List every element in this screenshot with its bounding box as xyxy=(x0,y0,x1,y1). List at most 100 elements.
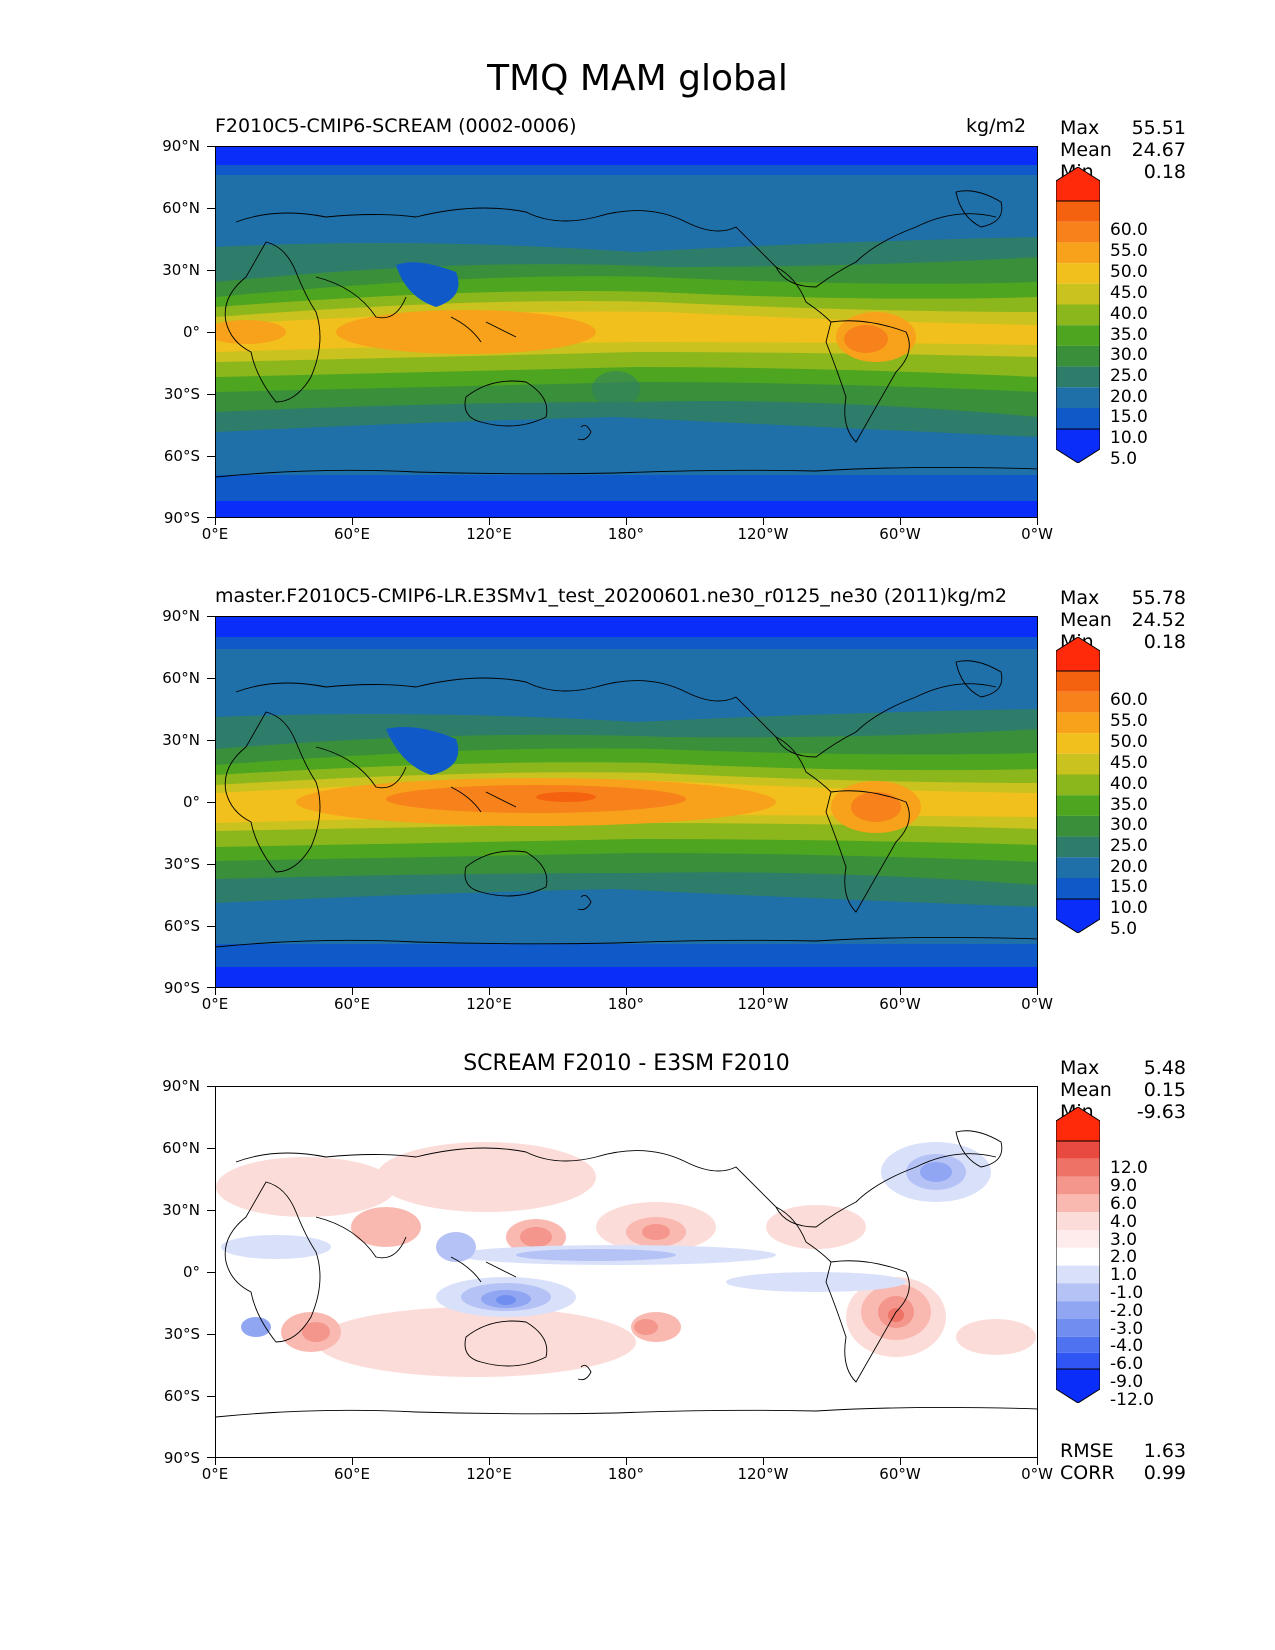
y-tick xyxy=(207,1148,215,1150)
stat-min: 0.18 xyxy=(1143,631,1186,653)
y-tick xyxy=(207,1210,215,1212)
x-tick xyxy=(626,518,628,525)
x-tick xyxy=(626,988,628,995)
colorbar-label: 12.0 xyxy=(1110,1158,1148,1178)
y-tick xyxy=(207,864,215,866)
y-tick xyxy=(207,1457,215,1459)
x-tick xyxy=(215,518,217,525)
colorbar-label: 55.0 xyxy=(1110,241,1148,261)
colorbar-label: 9.0 xyxy=(1110,1176,1138,1196)
x-tick-label: 60°W xyxy=(879,1465,921,1483)
units-label: kg/m2 xyxy=(966,115,1027,137)
y-tick-label: 0° xyxy=(182,793,200,811)
y-tick-label: 30°N xyxy=(162,731,200,749)
y-tick xyxy=(207,678,215,680)
x-tick-label: 120°W xyxy=(737,995,789,1013)
colorbar-label: 40.0 xyxy=(1110,304,1148,324)
y-tick-label: 60°N xyxy=(162,669,200,687)
map-plot xyxy=(215,1086,1038,1458)
colorbar xyxy=(1056,167,1100,463)
colorbar-label: 45.0 xyxy=(1110,283,1148,303)
x-tick-label: 0°E xyxy=(201,525,229,543)
x-tick-label: 60°W xyxy=(879,525,921,543)
colorbar-label: -9.0 xyxy=(1110,1372,1144,1392)
y-tick xyxy=(207,926,215,928)
x-tick xyxy=(763,518,765,525)
stat-label: Max xyxy=(1060,117,1100,139)
x-tick xyxy=(352,518,354,525)
map-plot xyxy=(215,146,1038,518)
x-tick-label: 0°W xyxy=(1021,1465,1053,1483)
y-tick-label: 90°N xyxy=(162,137,200,155)
y-tick xyxy=(207,987,215,989)
x-tick-label: 60°E xyxy=(333,1465,371,1483)
stat-label: Mean xyxy=(1060,609,1112,631)
x-tick xyxy=(763,1458,765,1465)
x-tick xyxy=(352,988,354,995)
panel-title: SCREAM F2010 - E3SM F2010 xyxy=(463,1051,790,1076)
stat-label: Max xyxy=(1060,587,1100,609)
x-tick xyxy=(1037,518,1039,525)
y-tick xyxy=(207,740,215,742)
stat-label: Mean xyxy=(1060,139,1112,161)
x-tick-label: 180° xyxy=(607,525,645,543)
x-tick xyxy=(763,988,765,995)
y-tick-label: 30°N xyxy=(162,1201,200,1219)
colorbar-label: -12.0 xyxy=(1110,1390,1154,1410)
y-tick xyxy=(207,394,215,396)
x-tick-label: 0°W xyxy=(1021,995,1053,1013)
rmse-value: 1.63 xyxy=(1143,1440,1186,1462)
x-tick-label: 120°E xyxy=(466,525,512,543)
y-tick xyxy=(207,456,215,458)
tmq-field-map xyxy=(216,147,1037,517)
y-tick-label: 90°S xyxy=(163,979,200,997)
y-tick xyxy=(207,270,215,272)
y-tick-label: 90°S xyxy=(163,509,200,527)
stat-label: Mean xyxy=(1060,1079,1112,1101)
colorbar-label: 15.0 xyxy=(1110,407,1148,427)
stat-max: 55.78 xyxy=(1131,587,1186,609)
rmse-label: RMSE xyxy=(1060,1440,1114,1462)
x-tick xyxy=(215,988,217,995)
panel-scream: F2010C5-CMIP6-SCREAM (0002-0006) kg/m2 xyxy=(0,115,1275,555)
stat-max: 5.48 xyxy=(1143,1057,1186,1079)
y-tick-label: 90°N xyxy=(162,1077,200,1095)
x-tick xyxy=(489,1458,491,1465)
colorbar-label: -1.0 xyxy=(1110,1283,1144,1303)
colorbar-label: 10.0 xyxy=(1110,428,1148,448)
x-tick xyxy=(1037,988,1039,995)
stat-label: Max xyxy=(1060,1057,1100,1079)
stat-mean: 24.67 xyxy=(1131,139,1186,161)
colorbar xyxy=(1056,1107,1100,1403)
y-tick-label: 60°S xyxy=(163,917,200,935)
panel-difference: SCREAM F2010 - E3SM F2010 xyxy=(0,1051,1275,1495)
x-tick xyxy=(352,1458,354,1465)
x-tick xyxy=(626,1458,628,1465)
figure-title: TMQ MAM global xyxy=(487,58,788,99)
colorbar-label: 55.0 xyxy=(1110,711,1148,731)
colorbar-label: 5.0 xyxy=(1110,919,1138,939)
x-tick-label: 120°E xyxy=(466,1465,512,1483)
x-tick-label: 0°W xyxy=(1021,525,1053,543)
panel-title: F2010C5-CMIP6-SCREAM (0002-0006) xyxy=(215,115,577,137)
x-tick-label: 120°W xyxy=(737,525,789,543)
x-tick xyxy=(900,988,902,995)
colorbar-label: 20.0 xyxy=(1110,387,1148,407)
y-tick-label: 0° xyxy=(182,323,200,341)
colorbar-label: 25.0 xyxy=(1110,836,1148,856)
colorbar-label: 2.0 xyxy=(1110,1247,1138,1267)
x-tick xyxy=(900,518,902,525)
colorbar-label: 45.0 xyxy=(1110,753,1148,773)
stat-min: -9.63 xyxy=(1136,1101,1186,1123)
x-tick-label: 120°E xyxy=(466,995,512,1013)
y-tick-label: 60°N xyxy=(162,199,200,217)
y-tick-label: 30°S xyxy=(163,1325,200,1343)
x-tick xyxy=(900,1458,902,1465)
y-tick xyxy=(207,616,215,618)
y-tick xyxy=(207,1086,215,1088)
stat-min: 0.18 xyxy=(1143,161,1186,183)
x-tick xyxy=(489,988,491,995)
y-tick-label: 30°S xyxy=(163,855,200,873)
colorbar-label: 35.0 xyxy=(1110,325,1148,345)
x-tick-label: 0°E xyxy=(201,995,229,1013)
